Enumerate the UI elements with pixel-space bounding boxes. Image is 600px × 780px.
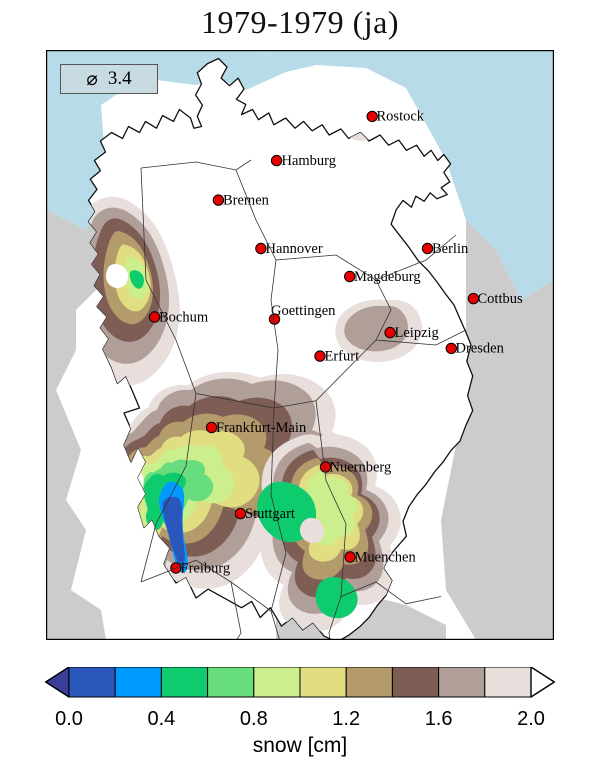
svg-text:1.6: 1.6 xyxy=(425,708,453,730)
svg-text:Nuernberg: Nuernberg xyxy=(330,460,392,476)
svg-text:Muenchen: Muenchen xyxy=(355,550,417,566)
svg-text:Cottbus: Cottbus xyxy=(478,291,523,307)
svg-text:Stuttgart: Stuttgart xyxy=(245,506,295,522)
svg-text:Goettingen: Goettingen xyxy=(271,303,336,319)
svg-text:Leipzig: Leipzig xyxy=(395,325,439,341)
svg-text:Freiburg: Freiburg xyxy=(181,561,231,577)
svg-text:Hannover: Hannover xyxy=(266,241,323,257)
svg-text:snow [cm]: snow [cm] xyxy=(253,734,348,757)
svg-text:Magdeburg: Magdeburg xyxy=(354,269,421,285)
svg-text:0.0: 0.0 xyxy=(55,708,83,730)
svg-text:0.4: 0.4 xyxy=(147,708,175,730)
svg-text:2.0: 2.0 xyxy=(517,708,545,730)
svg-text:Frankfurt-Main: Frankfurt-Main xyxy=(216,420,307,436)
svg-text:Rostock: Rostock xyxy=(377,109,425,125)
svg-text:Dresden: Dresden xyxy=(456,341,505,357)
svg-text:Hamburg: Hamburg xyxy=(282,153,337,169)
svg-text:0.8: 0.8 xyxy=(240,708,268,730)
svg-text:1.2: 1.2 xyxy=(332,708,360,730)
svg-text:Bochum: Bochum xyxy=(159,310,209,326)
svg-text:Berlin: Berlin xyxy=(432,241,469,257)
